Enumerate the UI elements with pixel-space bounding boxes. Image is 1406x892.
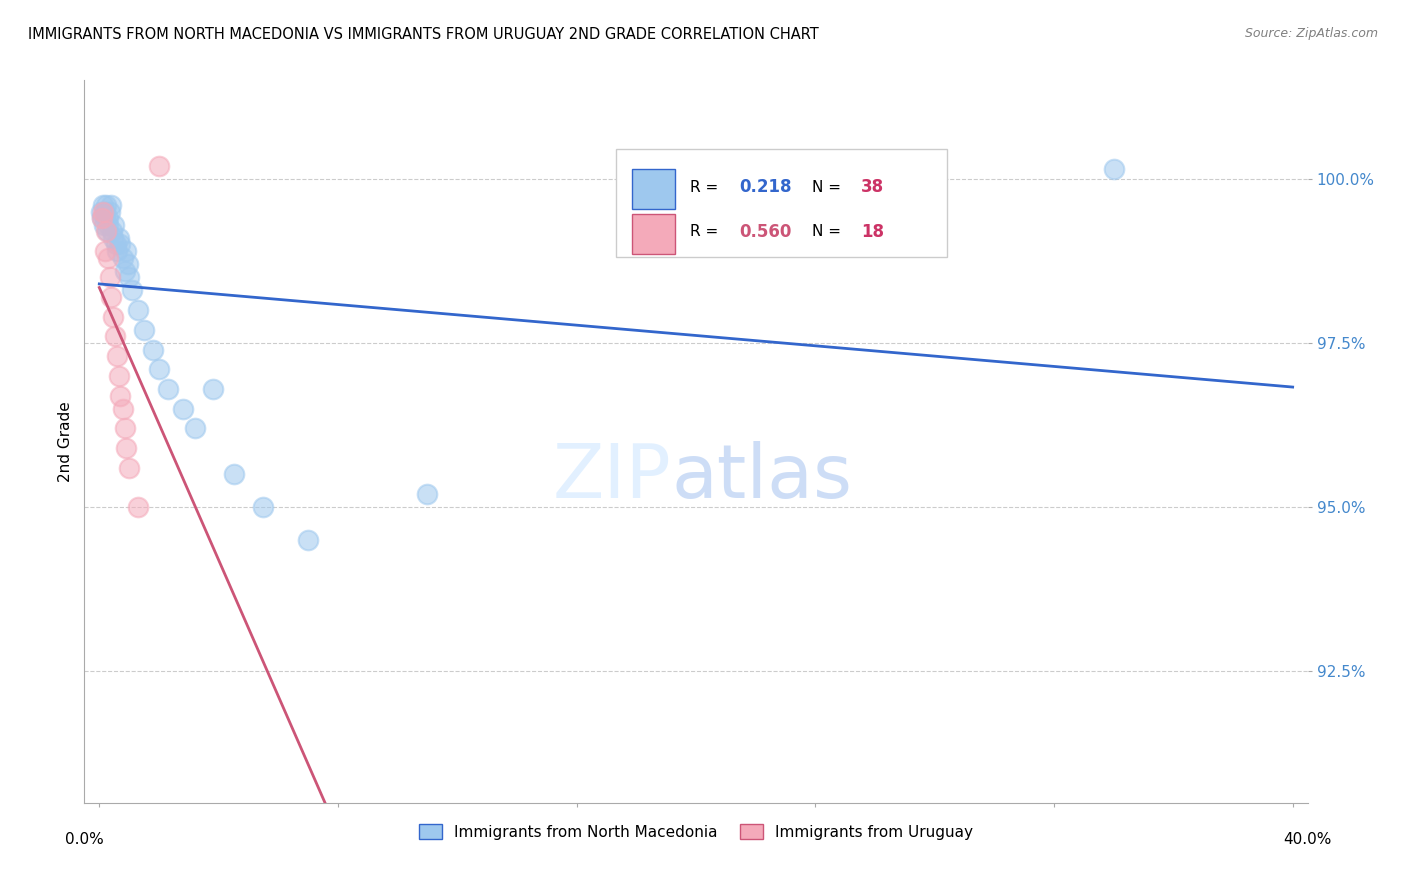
Point [105,349,128,363]
Point [201,382,224,396]
Point [98,270,121,285]
Text: N =: N = [813,225,846,239]
Text: 38: 38 [860,178,884,196]
FancyBboxPatch shape [633,169,675,209]
Point [172,401,194,416]
Point [142,343,165,357]
Legend: Immigrants from North Macedonia, Immigrants from Uruguay: Immigrants from North Macedonia, Immigra… [412,818,980,846]
Point [111,401,134,416]
Point [98,204,121,219]
Y-axis label: 2nd Grade: 2nd Grade [58,401,73,482]
Point [114,421,136,435]
Point [100,198,122,212]
Point [94,198,117,212]
Point [104,237,127,252]
Point [103,218,125,232]
Point [104,329,127,343]
Point [127,303,149,318]
Point [108,237,131,252]
Point [97,218,120,232]
Point [107,368,129,383]
Point [118,460,141,475]
Point [91,198,114,212]
Point [156,382,179,396]
Point [148,159,170,173]
Point [107,231,129,245]
Point [416,487,439,501]
Point [91,211,114,226]
Point [101,231,124,245]
Point [115,441,138,455]
Point [101,310,124,324]
Point [112,251,135,265]
Text: ZIP: ZIP [553,442,672,514]
Point [117,257,139,271]
Point [118,270,141,285]
Text: 0.560: 0.560 [738,223,792,241]
Point [127,500,149,515]
Text: 0.0%: 0.0% [65,831,104,847]
Point [114,264,136,278]
Point [101,224,124,238]
Point [93,244,115,258]
Point [115,244,138,258]
Point [91,204,114,219]
Point [1102,161,1125,176]
Point [96,224,118,238]
Point [222,467,245,482]
Point [297,533,319,547]
Text: N =: N = [813,180,846,194]
Point [97,211,120,226]
FancyBboxPatch shape [616,149,946,257]
Text: 18: 18 [860,223,884,241]
FancyBboxPatch shape [633,214,675,253]
Point [105,244,128,258]
Point [90,211,112,226]
Text: R =: R = [690,225,723,239]
Point [108,388,131,402]
Point [184,421,207,435]
Point [132,323,155,337]
Point [148,362,170,376]
Point [94,211,117,226]
Point [90,204,112,219]
Text: IMMIGRANTS FROM NORTH MACEDONIA VS IMMIGRANTS FROM URUGUAY 2ND GRADE CORRELATION: IMMIGRANTS FROM NORTH MACEDONIA VS IMMIG… [28,27,818,42]
Point [93,218,115,232]
Text: atlas: atlas [672,442,852,514]
Text: 0.218: 0.218 [738,178,792,196]
Text: Source: ZipAtlas.com: Source: ZipAtlas.com [1244,27,1378,40]
Text: 40.0%: 40.0% [1284,831,1331,847]
Point [252,500,274,515]
Point [93,204,115,219]
Point [100,290,122,304]
Point [94,224,117,238]
Point [121,284,143,298]
Point [97,251,120,265]
Text: R =: R = [690,180,723,194]
